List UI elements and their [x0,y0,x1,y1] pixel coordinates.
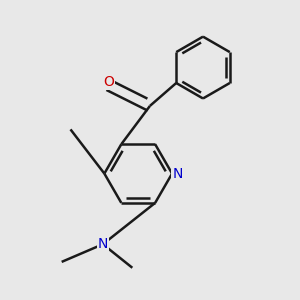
Text: N: N [172,167,183,181]
Text: O: O [103,75,114,89]
Text: N: N [98,237,108,251]
